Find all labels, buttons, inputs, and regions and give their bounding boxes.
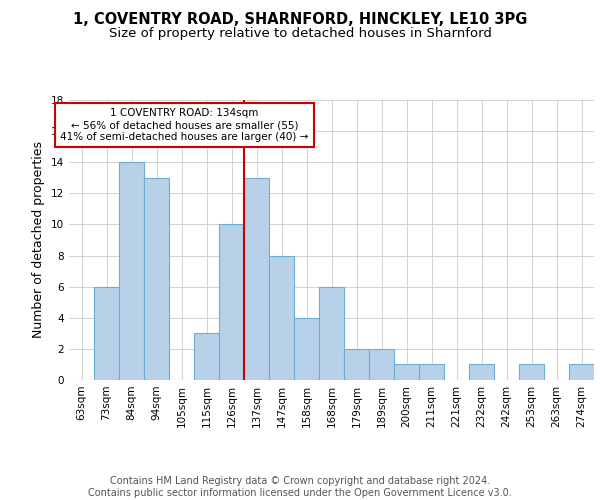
Bar [419, 364, 444, 380]
Bar [369, 349, 394, 380]
Text: 1, COVENTRY ROAD, SHARNFORD, HINCKLEY, LE10 3PG: 1, COVENTRY ROAD, SHARNFORD, HINCKLEY, L… [73, 12, 527, 28]
Bar [119, 162, 144, 380]
Bar [519, 364, 544, 380]
Bar [319, 286, 344, 380]
Bar [244, 178, 269, 380]
Text: Size of property relative to detached houses in Sharnford: Size of property relative to detached ho… [109, 28, 491, 40]
Bar [94, 286, 119, 380]
Bar [469, 364, 494, 380]
Bar [294, 318, 319, 380]
Bar [194, 334, 219, 380]
Bar [394, 364, 419, 380]
Y-axis label: Number of detached properties: Number of detached properties [32, 142, 46, 338]
Text: 1 COVENTRY ROAD: 134sqm
← 56% of detached houses are smaller (55)
41% of semi-de: 1 COVENTRY ROAD: 134sqm ← 56% of detache… [61, 108, 308, 142]
Text: Contains HM Land Registry data © Crown copyright and database right 2024.
Contai: Contains HM Land Registry data © Crown c… [88, 476, 512, 498]
Bar [344, 349, 369, 380]
Bar [219, 224, 244, 380]
Bar [569, 364, 594, 380]
Bar [144, 178, 169, 380]
Bar [269, 256, 294, 380]
